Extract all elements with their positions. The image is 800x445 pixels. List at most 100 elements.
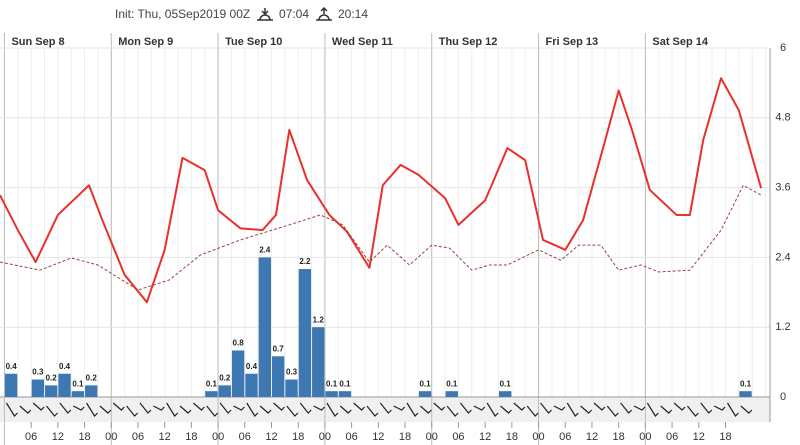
precip-label: 0.1	[206, 379, 218, 388]
wind-barb	[126, 405, 139, 417]
day-label: Mon Sep 9	[118, 36, 173, 48]
x-tick-label: 12	[159, 431, 171, 443]
x-tick-label: 12	[265, 431, 277, 443]
x-tick-label: 06	[345, 431, 357, 443]
x-tick-label: 18	[399, 431, 411, 443]
wind-barb	[473, 405, 486, 411]
y-tick-label: 1.2	[775, 321, 790, 333]
dewpoint-line	[0, 184, 762, 291]
wind-barb	[580, 405, 593, 414]
wind-barb	[686, 405, 699, 417]
sunset-time: 20:14	[338, 7, 368, 21]
wind-barb	[566, 402, 579, 417]
x-tick-label: 18	[78, 431, 90, 443]
precip-label: 0.2	[86, 373, 98, 382]
wind-barb	[179, 405, 192, 414]
sunrise-time: 07:04	[279, 7, 309, 21]
precip-bar	[445, 391, 458, 397]
precip-bar	[325, 391, 338, 397]
precip-bar	[231, 350, 245, 397]
wind-barb	[273, 402, 285, 411]
x-tick-label: 18	[613, 431, 625, 443]
precip-label: 0.3	[286, 368, 298, 377]
wind-barb	[326, 402, 339, 417]
wind-barb	[99, 405, 112, 414]
wind-barb	[633, 405, 646, 411]
x-tick-label: 06	[132, 431, 144, 443]
wind-barb	[379, 402, 392, 414]
x-tick-label: 12	[479, 431, 491, 443]
precip-bar	[312, 327, 325, 397]
day-band	[0, 33, 770, 48]
precip-label: 0.1	[446, 379, 458, 388]
precip-bar	[418, 391, 432, 397]
x-tick-label: 12	[52, 431, 64, 443]
wind-barb	[486, 402, 499, 417]
wind-barb	[646, 402, 659, 417]
day-label: Wed Sep 11	[332, 36, 393, 48]
x-tick-label: 00	[532, 431, 544, 443]
wind-barb	[112, 402, 125, 411]
sunrise-icon	[257, 8, 273, 21]
precip-bar	[285, 379, 298, 397]
x-tick-label: 18	[506, 431, 518, 443]
precip-label: 0.1	[72, 379, 84, 388]
wind-barb	[166, 402, 179, 417]
precip-label: 0.4	[59, 362, 71, 371]
x-tick-label: 18	[292, 431, 304, 443]
day-label: Sat Sep 14	[652, 36, 709, 48]
wind-barb	[219, 402, 232, 414]
precip-label: 0.3	[32, 368, 44, 377]
wind-barb	[246, 402, 259, 417]
temperature-line	[0, 77, 763, 304]
y-tick-label: 4.8	[775, 112, 790, 124]
precip-bar	[245, 373, 258, 397]
wind-barb	[19, 405, 32, 414]
precip-bar	[31, 379, 45, 397]
x-tick-label: 06	[559, 431, 571, 443]
wind-barb	[446, 405, 459, 417]
precip-bar	[338, 391, 352, 397]
day-label: Fri Sep 13	[546, 36, 599, 48]
sunset-icon	[316, 6, 332, 21]
wind-barb	[366, 405, 379, 417]
wind-barb	[86, 402, 98, 417]
wind-barb	[59, 402, 72, 414]
wind-barb	[526, 405, 539, 417]
precip-label: 0.4	[6, 362, 18, 371]
x-tick-label: 06	[452, 431, 464, 443]
x-tick-label: 00	[212, 431, 224, 443]
precip-label: 0.1	[339, 379, 351, 388]
wind-barb	[233, 405, 245, 411]
wind-barb	[459, 402, 472, 414]
wind-barb	[32, 402, 45, 411]
precip-bar	[71, 391, 85, 397]
x-tick-label: 00	[319, 431, 331, 443]
wind-barb	[313, 405, 325, 411]
precip-bar	[4, 373, 18, 397]
precip-label: 2.4	[259, 246, 271, 255]
wind-barb	[740, 405, 753, 414]
wind-barb	[620, 402, 633, 414]
wind-barb	[513, 402, 526, 411]
x-tick-label: 12	[693, 431, 705, 443]
wind-barb	[139, 402, 152, 414]
x-tick-label: 06	[25, 431, 37, 443]
wind-barb	[433, 402, 446, 411]
precip-label: 0.8	[233, 339, 245, 348]
x-tick-label: 00	[105, 431, 117, 443]
wind-barb	[206, 405, 219, 417]
day-label: Tue Sep 10	[225, 36, 282, 48]
precip-label: 0.1	[419, 379, 431, 388]
precip-bar	[258, 257, 272, 397]
precip-bar	[272, 356, 285, 397]
wind-barb	[46, 405, 58, 417]
wind-barb	[339, 405, 352, 414]
y-tick-label: 0	[780, 391, 786, 403]
y-tick-label: 6	[780, 42, 786, 54]
precip-bar	[498, 391, 512, 397]
wind-barb	[540, 402, 552, 414]
precip-label: 0.2	[46, 373, 58, 382]
precip-bar	[218, 385, 231, 397]
